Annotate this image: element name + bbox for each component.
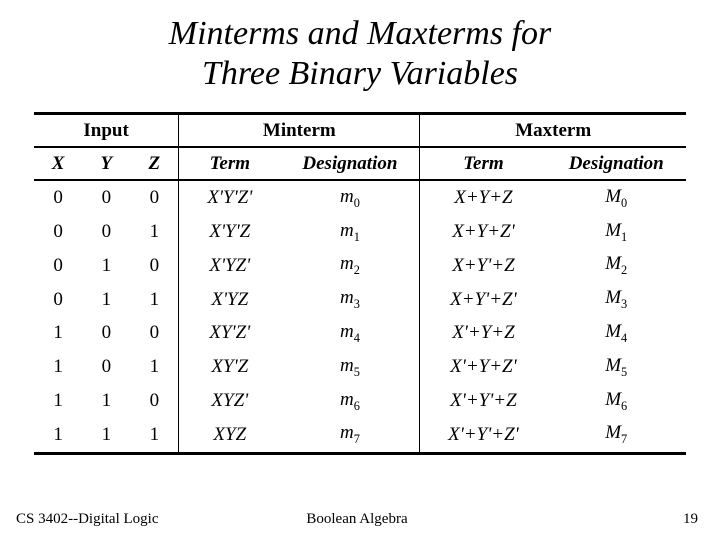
cell-y: 1 <box>82 418 130 453</box>
cell-max-term: X+Y+Z <box>420 180 546 215</box>
cell-y: 0 <box>82 350 130 384</box>
footer-center: Boolean Algebra <box>306 511 407 528</box>
slide: Minterms and Maxterms for Three Binary V… <box>0 0 720 540</box>
cell-max-term: X'+Y'+Z' <box>420 418 546 453</box>
cell-x: 0 <box>34 215 82 249</box>
cell-min-term: XYZ' <box>179 384 281 418</box>
cell-min-desig: m3 <box>280 283 420 317</box>
cell-max-desig: M0 <box>546 180 686 215</box>
cell-x: 1 <box>34 316 82 350</box>
cell-y: 1 <box>82 249 130 283</box>
cell-y: 0 <box>82 180 130 215</box>
table-row: 010X'YZ'm2X+Y'+ZM2 <box>34 249 686 283</box>
cell-min-desig: m0 <box>280 180 420 215</box>
cell-min-desig: m4 <box>280 316 420 350</box>
table-row: 100XY'Z'm4X'+Y+ZM4 <box>34 316 686 350</box>
cell-max-term: X'+Y'+Z <box>420 384 546 418</box>
cell-y: 0 <box>82 215 130 249</box>
cell-max-desig: M3 <box>546 283 686 317</box>
table-row: 111XYZm7X'+Y'+Z'M7 <box>34 418 686 453</box>
cell-max-term: X+Y'+Z <box>420 249 546 283</box>
header-group-maxterm: Maxterm <box>420 114 686 148</box>
cell-z: 1 <box>130 215 178 249</box>
cell-min-desig: m2 <box>280 249 420 283</box>
header-max-desig: Designation <box>546 147 686 180</box>
header-z: Z <box>130 147 178 180</box>
header-group-minterm: Minterm <box>179 114 420 148</box>
cell-z: 0 <box>130 316 178 350</box>
cell-min-desig: m5 <box>280 350 420 384</box>
title-line-1: Minterms and Maxterms for <box>169 15 551 52</box>
cell-max-desig: M5 <box>546 350 686 384</box>
cell-y: 0 <box>82 316 130 350</box>
header-x: X <box>34 147 82 180</box>
header-group-input: Input <box>34 114 179 148</box>
footer-right: 19 <box>683 511 698 528</box>
cell-y: 1 <box>82 283 130 317</box>
table-body: 000X'Y'Z'm0X+Y+ZM0001X'Y'Zm1X+Y+Z'M1010X… <box>34 180 686 453</box>
header-min-term: Term <box>179 147 281 180</box>
header-y: Y <box>82 147 130 180</box>
cell-z: 0 <box>130 249 178 283</box>
slide-title: Minterms and Maxterms for Three Binary V… <box>34 14 686 94</box>
cell-max-desig: M7 <box>546 418 686 453</box>
cell-min-desig: m1 <box>280 215 420 249</box>
table-row: 101XY'Zm5X'+Y+Z'M5 <box>34 350 686 384</box>
cell-min-term: XY'Z <box>179 350 281 384</box>
cell-x: 0 <box>34 180 82 215</box>
cell-z: 0 <box>130 384 178 418</box>
cell-z: 1 <box>130 418 178 453</box>
cell-min-term: X'Y'Z <box>179 215 281 249</box>
cell-z: 0 <box>130 180 178 215</box>
cell-z: 1 <box>130 283 178 317</box>
cell-min-term: XYZ <box>179 418 281 453</box>
header-min-desig: Designation <box>280 147 420 180</box>
table-row: 110XYZ'm6X'+Y'+ZM6 <box>34 384 686 418</box>
cell-max-desig: M2 <box>546 249 686 283</box>
cell-x: 1 <box>34 350 82 384</box>
cell-max-term: X+Y+Z' <box>420 215 546 249</box>
table-row: 011X'YZm3X+Y'+Z'M3 <box>34 283 686 317</box>
cell-x: 1 <box>34 384 82 418</box>
cell-min-desig: m7 <box>280 418 420 453</box>
minterm-maxterm-table: Input Minterm Maxterm X Y Z Term Designa… <box>34 112 686 454</box>
cell-max-term: X+Y'+Z' <box>420 283 546 317</box>
cell-max-desig: M1 <box>546 215 686 249</box>
header-max-term: Term <box>420 147 546 180</box>
cell-y: 1 <box>82 384 130 418</box>
cell-z: 1 <box>130 350 178 384</box>
cell-x: 0 <box>34 249 82 283</box>
cell-min-term: X'YZ <box>179 283 281 317</box>
title-line-2: Three Binary Variables <box>202 55 518 92</box>
footer: CS 3402--Digital Logic Boolean Algebra 1… <box>16 511 698 528</box>
cell-max-desig: M6 <box>546 384 686 418</box>
cell-max-term: X'+Y+Z' <box>420 350 546 384</box>
table-row: 000X'Y'Z'm0X+Y+ZM0 <box>34 180 686 215</box>
cell-max-term: X'+Y+Z <box>420 316 546 350</box>
footer-left: CS 3402--Digital Logic <box>16 511 159 528</box>
cell-min-term: X'YZ' <box>179 249 281 283</box>
cell-min-desig: m6 <box>280 384 420 418</box>
cell-x: 0 <box>34 283 82 317</box>
cell-min-term: X'Y'Z' <box>179 180 281 215</box>
cell-max-desig: M4 <box>546 316 686 350</box>
cell-min-term: XY'Z' <box>179 316 281 350</box>
table-row: 001X'Y'Zm1X+Y+Z'M1 <box>34 215 686 249</box>
cell-x: 1 <box>34 418 82 453</box>
